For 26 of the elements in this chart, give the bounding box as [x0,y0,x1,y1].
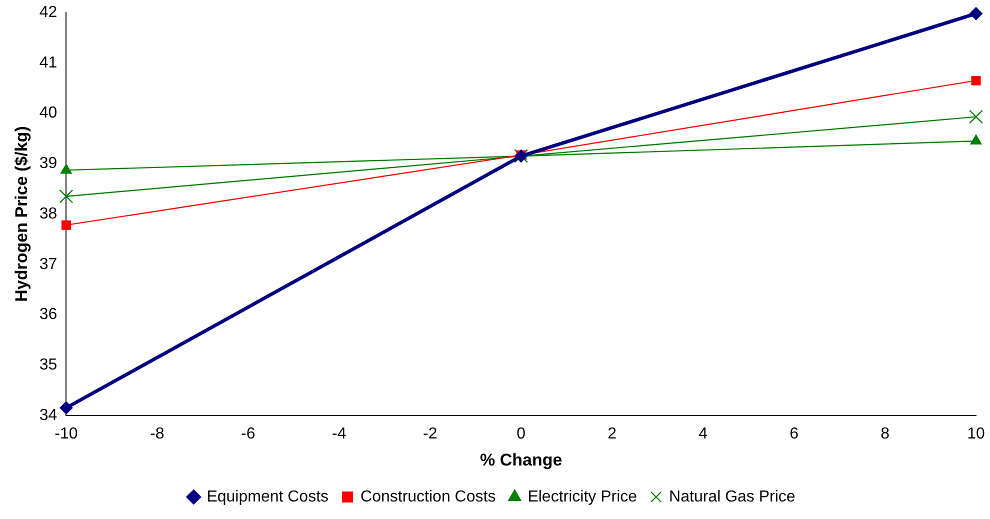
x-tick-label: -6 [241,425,256,442]
y-tick-label: 36 [39,306,58,324]
x-tick-label: 6 [790,425,799,442]
x-tick-label: -8 [150,425,164,442]
x-tick-label: -4 [332,425,346,442]
y-tick-label: 38 [39,205,58,222]
x-tick-label: 0 [516,425,526,442]
legend-label: Equipment Costs [206,488,329,506]
y-tick-label: 40 [39,104,58,122]
y-tick-label: 35 [39,356,58,374]
legend-label: Construction Costs [360,488,496,506]
y-tick-label: 34 [39,406,58,424]
legend-label: Natural Gas Price [669,488,796,506]
y-tick-label: 42 [39,4,58,22]
y-tick-label: 41 [39,54,58,72]
legend-label: Electricity Price [528,488,638,506]
x-tick-label: 10 [967,425,985,442]
x-tick-label: 8 [880,425,890,442]
x-tick-label: 2 [608,425,617,442]
x-tick-label: 4 [698,425,708,442]
y-axis-title: Hydrogen Price ($/kg) [12,126,31,302]
x-tick-label: -10 [54,425,78,442]
x-tick-label: -2 [423,425,438,442]
y-tick-label: 39 [39,155,58,172]
y-tick-label: 37 [39,256,58,273]
x-axis-title: % Change [480,450,562,470]
